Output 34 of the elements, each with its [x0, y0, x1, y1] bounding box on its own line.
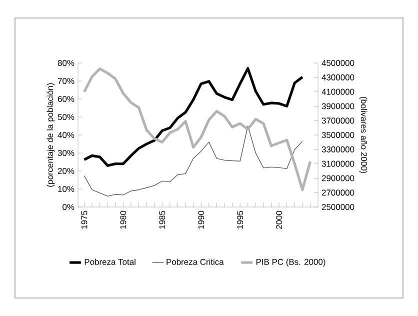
- x-tick-label: 1990: [198, 210, 204, 229]
- x-tick-label: 1975: [81, 210, 88, 229]
- y2-tick-label: 3900000: [322, 103, 354, 110]
- y2-tick-label: 2900000: [322, 175, 354, 182]
- y-tick-label: 0%: [62, 204, 74, 210]
- y-tick-label: 10%: [58, 186, 74, 192]
- y2-tick-label: 2500000: [322, 204, 354, 210]
- y2-tick-label: 4500000: [322, 60, 354, 66]
- y-tick-label: 40%: [58, 132, 74, 138]
- y2-tick-label: 3500000: [322, 132, 354, 138]
- y2-tick-label: 4100000: [322, 88, 354, 95]
- y-tick-label: 70%: [58, 78, 74, 84]
- legend-label: Pobreza Total: [84, 258, 136, 265]
- y-tick-label: 20%: [58, 168, 74, 174]
- y-tick-label: 80%: [58, 60, 74, 66]
- line-series: [82, 67, 312, 192]
- y-tick-label: 60%: [58, 96, 74, 102]
- y2-tick-label: 3300000: [322, 146, 354, 152]
- x-tick-label: 1985: [159, 210, 166, 229]
- x-tick-label: 1980: [120, 210, 126, 229]
- line-series: [84, 126, 303, 197]
- legend-label: PIB PC (Bs. 2000): [256, 258, 326, 267]
- x-tick-label: 2000: [276, 210, 282, 229]
- x-tick-label: 1995: [237, 210, 244, 229]
- y2-tick-label: 4300000: [322, 74, 354, 80]
- y2-tick-label: 3700000: [322, 118, 354, 124]
- y2-tick-label: 3100000: [322, 160, 354, 167]
- line-series: [82, 67, 304, 167]
- legend-label: Pobreza Critica: [166, 258, 224, 265]
- y-tick-label: 50%: [58, 114, 74, 120]
- y-tick-label: 30%: [58, 150, 74, 156]
- y2-tick-label: 2700000: [322, 190, 354, 196]
- y-axis-title: (porcentaje de la población): [46, 83, 55, 187]
- y2-axis-title: (bolivares año 2000): [359, 96, 368, 174]
